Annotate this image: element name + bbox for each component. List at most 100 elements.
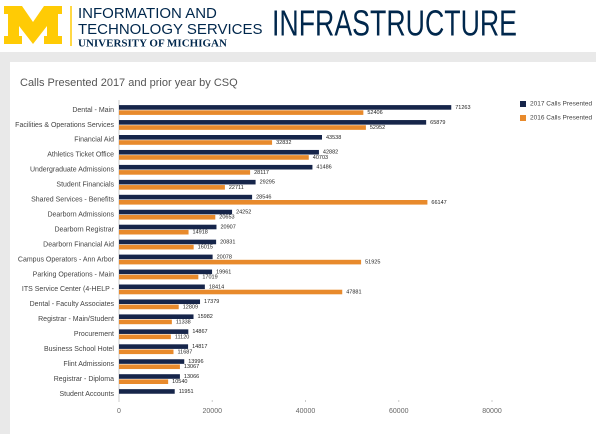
data-label: 13996 xyxy=(188,359,203,365)
university-name: UNIVERSITY OF MICHIGAN xyxy=(78,38,227,50)
y-tick-label: Shared Services - Benefits xyxy=(31,197,114,204)
y-tick-label: Registrar - Main/Student xyxy=(38,316,114,323)
data-label: 71263 xyxy=(455,105,470,111)
bar xyxy=(119,209,233,215)
legend-swatch xyxy=(520,101,526,107)
org-line: TECHNOLOGY SERVICES xyxy=(78,21,263,38)
data-label: 11687 xyxy=(177,349,192,355)
bar xyxy=(119,344,189,349)
data-label: 41486 xyxy=(316,165,331,171)
bar xyxy=(119,155,309,160)
y-tick-label: Business School Hotel xyxy=(44,346,114,353)
y-tick-label: Procurement xyxy=(74,331,114,338)
bar xyxy=(119,359,185,364)
bar xyxy=(119,274,199,280)
data-label: 22711 xyxy=(229,185,244,191)
bar xyxy=(119,364,180,370)
bar xyxy=(119,299,201,305)
data-label: 20907 xyxy=(220,224,235,230)
bar xyxy=(119,379,169,384)
bar xyxy=(119,349,174,355)
data-label: 43538 xyxy=(326,135,341,141)
bar xyxy=(119,284,205,290)
bar xyxy=(119,105,452,110)
data-label: 14867 xyxy=(192,329,207,335)
data-label: 28117 xyxy=(254,170,269,176)
data-label: 47881 xyxy=(346,289,361,295)
bar xyxy=(119,194,253,200)
org-line: INFORMATION AND xyxy=(78,5,217,22)
data-label: 18414 xyxy=(209,284,224,290)
data-label: 15982 xyxy=(198,314,213,320)
data-label: 66147 xyxy=(431,200,446,206)
bar xyxy=(119,269,213,275)
legend-swatch xyxy=(520,115,526,121)
y-tick-label: Flint Admissions xyxy=(63,361,114,368)
data-label: 11951 xyxy=(179,389,194,395)
data-label: 65879 xyxy=(430,120,445,126)
bar xyxy=(119,149,319,155)
bar xyxy=(119,319,172,325)
bar xyxy=(119,334,171,340)
data-label: 11338 xyxy=(176,319,191,325)
bar xyxy=(119,185,225,190)
bar xyxy=(119,179,256,185)
bar xyxy=(119,229,189,235)
data-label: 28546 xyxy=(256,195,271,201)
data-label: 11120 xyxy=(175,334,189,340)
y-tick-label: Student Accounts xyxy=(60,391,115,398)
data-label: 19961 xyxy=(216,269,231,275)
data-label: 14918 xyxy=(193,230,208,236)
y-tick-label: Dental - Faculty Associates xyxy=(30,301,115,308)
data-label: 10540 xyxy=(172,379,187,385)
x-tick-label: 0 xyxy=(117,408,121,415)
y-tick-label: Student Financials xyxy=(56,182,114,189)
data-label: 12809 xyxy=(183,304,198,310)
bar xyxy=(119,120,427,125)
y-tick-label: Dearborn Financial Aid xyxy=(43,241,114,248)
y-tick-label: Undergraduate Admissions xyxy=(30,167,115,174)
x-tick-label: 40000 xyxy=(296,408,316,415)
bar xyxy=(119,170,251,175)
x-tick-label: 60000 xyxy=(389,408,409,415)
bar xyxy=(119,314,194,319)
legend-label: 2016 Calls Presented xyxy=(530,115,593,122)
data-label: 17019 xyxy=(202,275,217,281)
y-tick-label: Athletics Ticket Office xyxy=(47,152,114,159)
data-label: 17379 xyxy=(204,299,219,305)
data-label: 20653 xyxy=(219,215,234,221)
x-tick-label: 20000 xyxy=(203,408,223,415)
x-tick-label: 80000 xyxy=(482,408,502,415)
bar xyxy=(119,125,366,130)
bar xyxy=(119,244,194,250)
data-label: 20831 xyxy=(220,239,235,245)
bar xyxy=(119,304,179,310)
data-label: 32832 xyxy=(276,140,291,146)
y-tick-label: Dental - Main xyxy=(72,107,114,114)
bar xyxy=(119,135,322,140)
y-tick-label: Registrar - Diploma xyxy=(54,376,114,383)
block-m-logo xyxy=(4,6,62,44)
data-label: 52406 xyxy=(367,110,382,116)
section-title: INFRASTRUCTURE xyxy=(272,3,517,44)
bar xyxy=(119,254,213,260)
y-tick-label: ITS Service Center (4-HELP - xyxy=(22,286,115,293)
legend-label: 2017 Calls Presented xyxy=(530,101,593,108)
chart-title: Calls Presented 2017 and prior year by C… xyxy=(20,77,238,89)
bar xyxy=(119,389,175,394)
y-tick-label: Financial Aid xyxy=(74,137,114,144)
y-tick-label: Dearborn Registrar xyxy=(54,226,114,233)
data-label: 51925 xyxy=(365,260,380,266)
bar xyxy=(119,239,217,245)
data-label: 13067 xyxy=(184,364,199,370)
bar xyxy=(119,140,273,145)
bar xyxy=(119,214,216,220)
data-label: 16015 xyxy=(198,245,213,251)
bar xyxy=(119,110,364,115)
data-label: 13066 xyxy=(184,374,199,380)
data-label: 20078 xyxy=(217,254,232,260)
header-bar xyxy=(0,0,596,52)
y-tick-label: Campus Operators - Ann Arbor xyxy=(18,256,115,263)
bar xyxy=(119,224,217,230)
